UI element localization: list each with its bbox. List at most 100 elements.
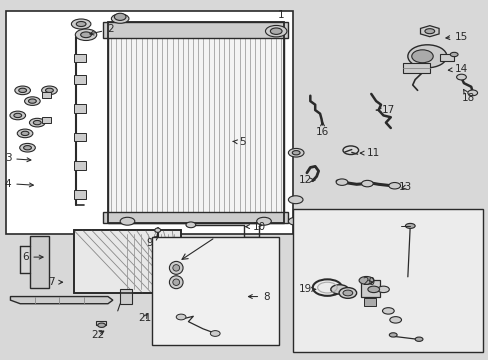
- Ellipse shape: [377, 286, 388, 293]
- Text: 13: 13: [398, 182, 411, 192]
- Polygon shape: [420, 26, 438, 37]
- Ellipse shape: [330, 285, 347, 294]
- Bar: [120, 289, 132, 304]
- Bar: [74, 54, 86, 62]
- Bar: [152, 237, 278, 345]
- Ellipse shape: [169, 261, 183, 274]
- Text: 4: 4: [5, 179, 33, 189]
- Ellipse shape: [41, 86, 57, 95]
- Bar: [103, 212, 288, 223]
- Text: 16: 16: [315, 121, 328, 136]
- Ellipse shape: [155, 228, 160, 232]
- Text: 19: 19: [298, 284, 315, 294]
- Ellipse shape: [33, 121, 41, 125]
- Bar: [74, 104, 86, 113]
- Bar: [108, 22, 283, 223]
- Ellipse shape: [24, 97, 40, 105]
- Bar: [42, 92, 51, 98]
- Ellipse shape: [288, 148, 304, 157]
- Ellipse shape: [10, 111, 25, 120]
- Polygon shape: [10, 297, 113, 304]
- Ellipse shape: [405, 224, 414, 228]
- Ellipse shape: [414, 337, 422, 341]
- Text: 22: 22: [91, 330, 104, 340]
- Ellipse shape: [169, 276, 183, 289]
- Ellipse shape: [270, 28, 282, 35]
- Ellipse shape: [288, 196, 303, 204]
- Ellipse shape: [176, 314, 185, 320]
- Text: 3: 3: [5, 153, 31, 163]
- Text: 9: 9: [146, 236, 158, 248]
- Bar: [5, 12, 293, 234]
- Ellipse shape: [388, 333, 396, 337]
- Text: 12: 12: [298, 175, 314, 185]
- Ellipse shape: [17, 129, 33, 138]
- Bar: [74, 190, 86, 199]
- Text: 2: 2: [90, 24, 114, 35]
- Ellipse shape: [76, 22, 86, 27]
- Ellipse shape: [382, 308, 393, 314]
- Ellipse shape: [456, 74, 466, 80]
- Bar: [402, 63, 429, 73]
- Ellipse shape: [358, 276, 373, 284]
- Ellipse shape: [19, 88, 26, 93]
- Ellipse shape: [411, 50, 432, 63]
- Ellipse shape: [71, 19, 91, 29]
- Ellipse shape: [14, 113, 21, 118]
- Ellipse shape: [75, 29, 97, 41]
- Bar: [74, 161, 86, 170]
- Ellipse shape: [15, 86, 30, 95]
- Ellipse shape: [256, 217, 271, 225]
- Ellipse shape: [29, 118, 45, 127]
- Ellipse shape: [172, 279, 179, 285]
- Bar: [30, 235, 49, 288]
- Text: 1: 1: [277, 10, 284, 20]
- Ellipse shape: [467, 90, 477, 96]
- Bar: [108, 22, 283, 223]
- Text: 15: 15: [445, 32, 467, 41]
- Ellipse shape: [265, 26, 286, 37]
- Ellipse shape: [367, 286, 379, 293]
- Text: 17: 17: [375, 105, 394, 115]
- Ellipse shape: [20, 143, 35, 152]
- Ellipse shape: [361, 180, 372, 187]
- Ellipse shape: [28, 99, 36, 103]
- Ellipse shape: [424, 29, 434, 34]
- Text: 14: 14: [447, 64, 467, 74]
- Bar: [96, 321, 105, 325]
- Ellipse shape: [335, 179, 347, 185]
- Ellipse shape: [389, 317, 401, 323]
- Text: 5: 5: [233, 138, 245, 147]
- Text: 8: 8: [248, 292, 269, 302]
- Ellipse shape: [449, 52, 457, 57]
- Text: 21: 21: [138, 313, 151, 323]
- Ellipse shape: [120, 217, 135, 225]
- Bar: [74, 230, 181, 293]
- Bar: [439, 54, 453, 60]
- Ellipse shape: [23, 145, 31, 150]
- Ellipse shape: [45, 88, 53, 93]
- Ellipse shape: [210, 330, 220, 336]
- Ellipse shape: [342, 290, 352, 296]
- Bar: [293, 209, 483, 352]
- Ellipse shape: [98, 323, 105, 327]
- Ellipse shape: [21, 131, 29, 135]
- Text: 11: 11: [360, 148, 380, 158]
- Bar: [42, 117, 51, 123]
- Bar: [74, 133, 86, 141]
- Text: 10: 10: [245, 222, 265, 231]
- Ellipse shape: [185, 222, 195, 228]
- Ellipse shape: [388, 183, 400, 189]
- Bar: [74, 75, 86, 84]
- Ellipse shape: [114, 13, 126, 21]
- Text: 20: 20: [362, 277, 375, 287]
- Bar: [363, 298, 375, 306]
- Text: 7: 7: [48, 277, 62, 287]
- Ellipse shape: [288, 217, 303, 225]
- Text: 18: 18: [461, 89, 474, 103]
- Ellipse shape: [81, 32, 91, 38]
- Ellipse shape: [407, 45, 446, 68]
- Ellipse shape: [155, 257, 160, 261]
- Bar: [360, 280, 379, 297]
- Ellipse shape: [338, 288, 356, 298]
